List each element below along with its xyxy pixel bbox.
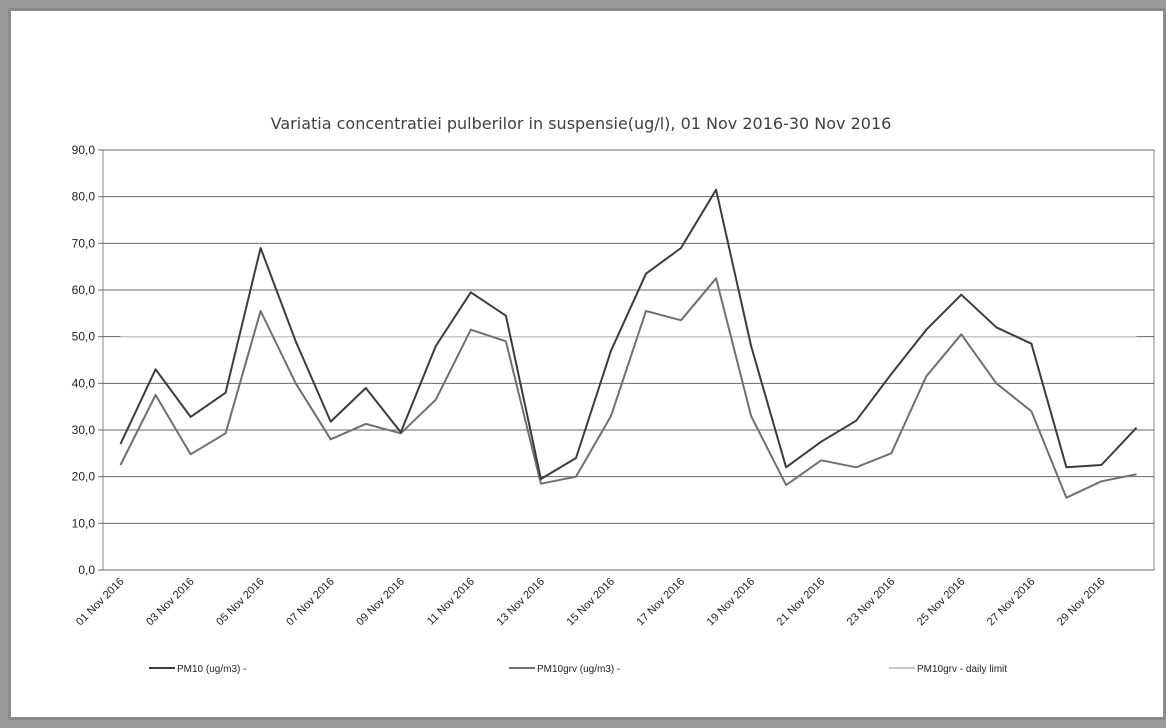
x-tick-label: 07 Nov 2016 bbox=[284, 576, 337, 629]
x-tick-label: 19 Nov 2016 bbox=[705, 576, 758, 629]
x-tick-label: 29 Nov 2016 bbox=[1055, 576, 1108, 629]
y-tick-label: 30,0 bbox=[72, 423, 96, 437]
legend-label-2: PM10grv (ug/m3) - bbox=[537, 664, 620, 675]
plot-area bbox=[102, 149, 1155, 571]
y-tick-label: 60,0 bbox=[72, 283, 96, 297]
chart-title: Variatia concentratiei pulberilor in sus… bbox=[271, 114, 892, 133]
series-line-1 bbox=[119, 188, 1138, 480]
x-tick-label: 25 Nov 2016 bbox=[915, 576, 968, 629]
x-tick-label: 11 Nov 2016 bbox=[425, 576, 477, 628]
y-tick-label: 70,0 bbox=[72, 236, 96, 250]
x-tick-label: 23 Nov 2016 bbox=[845, 576, 898, 629]
y-tick-label: 50,0 bbox=[72, 330, 96, 344]
x-tick-label: 01 Nov 2016 bbox=[74, 576, 127, 629]
legend-label-3: PM10grv - daily limit bbox=[917, 664, 1007, 675]
y-tick-label: 10,0 bbox=[72, 516, 96, 530]
legend: PM10 (ug/m3) - PM10grv (ug/m3) - PM10grv -… bbox=[149, 664, 1007, 675]
y-tick-label: 0,0 bbox=[78, 563, 95, 577]
y-tick-label: 90,0 bbox=[72, 143, 96, 157]
x-tick-label: 05 Nov 2016 bbox=[214, 576, 267, 629]
x-tick-label: 17 Nov 2016 bbox=[635, 576, 688, 629]
x-tick-label: 15 Nov 2016 bbox=[565, 576, 618, 629]
x-tick-label: 27 Nov 2016 bbox=[985, 576, 1038, 629]
chart-frame: Variatia concentratiei pulberilor in sus… bbox=[8, 8, 1166, 720]
y-tick-label: 40,0 bbox=[72, 376, 96, 390]
y-tick-label: 20,0 bbox=[72, 470, 96, 484]
x-tick-label: 09 Nov 2016 bbox=[354, 576, 407, 629]
x-tick-label: 13 Nov 2016 bbox=[494, 576, 547, 629]
legend-label-1: PM10 (ug/m3) - bbox=[177, 664, 246, 675]
series-line-2 bbox=[119, 277, 1137, 499]
x-tick-label: 03 Nov 2016 bbox=[144, 576, 197, 629]
x-tick-label: 21 Nov 2016 bbox=[775, 576, 828, 629]
y-tick-label: 80,0 bbox=[72, 190, 96, 204]
line-chart: Variatia concentratiei pulberilor in sus… bbox=[72, 114, 1155, 675]
